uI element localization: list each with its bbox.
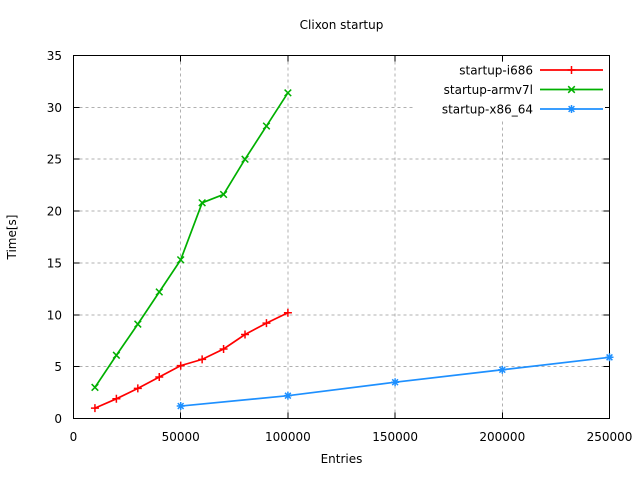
series-line-startup-armv7l	[94, 92, 289, 388]
y-tick-label: 10	[47, 308, 62, 322]
series-marker-startup-i686	[198, 355, 207, 364]
series-marker-startup-x86_64	[391, 378, 400, 387]
series-marker-startup-armv7l	[112, 351, 121, 360]
chart-title: Clixon startup	[299, 18, 384, 32]
series-marker-startup-i686	[283, 308, 292, 317]
y-tick-label: 35	[47, 49, 62, 63]
series-marker-startup-armv7l	[198, 198, 206, 207]
series-marker-startup-x86_64	[283, 391, 292, 400]
series-marker-startup-i686	[133, 384, 142, 393]
x-axis-label: Entries	[320, 452, 363, 466]
legend-label: startup-x86_64	[442, 103, 533, 117]
series-marker-startup-armv7l	[219, 190, 228, 199]
series-marker-startup-x86_64	[498, 365, 507, 374]
series-marker-startup-x86_64	[605, 353, 614, 362]
series-marker-startup-i686	[262, 319, 271, 328]
legend-label: startup-armv7l	[444, 83, 533, 97]
series-marker-startup-armv7l	[91, 383, 99, 392]
series-marker-startup-armv7l	[262, 122, 271, 130]
y-tick-label: 25	[47, 153, 62, 167]
series-marker-startup-i686	[112, 394, 121, 403]
legend-sample-marker	[567, 66, 576, 74]
series-marker-startup-armv7l	[133, 320, 142, 328]
series-marker-startup-armv7l	[155, 288, 164, 296]
y-tick-label: 0	[54, 412, 62, 426]
series-marker-startup-i686	[219, 345, 228, 354]
x-tick-label: 0	[70, 430, 78, 444]
legend-sample-marker	[567, 85, 576, 94]
legend-sample-marker	[567, 105, 576, 113]
y-tick-label: 20	[47, 205, 62, 219]
y-tick-label: 15	[47, 256, 62, 270]
x-tick-label: 150000	[372, 430, 418, 444]
legend-label: startup-i686	[459, 64, 533, 78]
series-line-startup-i686	[94, 311, 289, 409]
series-marker-startup-armv7l	[176, 255, 185, 264]
series-marker-startup-i686	[90, 404, 99, 413]
series-marker-startup-i686	[241, 330, 250, 339]
series-marker-startup-x86_64	[176, 402, 185, 411]
x-tick-label: 250000	[587, 430, 633, 444]
series-marker-startup-i686	[155, 373, 164, 382]
plot-border	[73, 55, 610, 419]
y-tick-label: 5	[54, 360, 62, 374]
series-marker-startup-i686	[176, 361, 185, 370]
y-tick-label: 30	[47, 101, 62, 115]
series-marker-startup-armv7l	[284, 89, 292, 97]
x-tick-label: 200000	[479, 430, 525, 444]
x-tick-label: 100000	[265, 430, 311, 444]
x-tick-label: 50000	[162, 430, 200, 444]
series-marker-startup-armv7l	[241, 155, 249, 164]
